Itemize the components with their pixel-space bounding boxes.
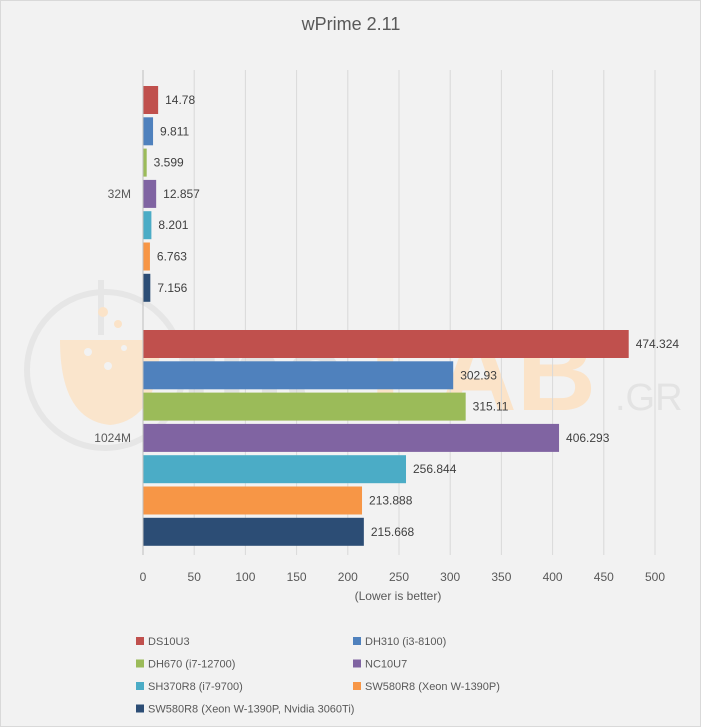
data-label: 7.156 [157,281,187,295]
legend: DS10U3 DH310 (i3-8100) DH670 (i7-12700) NC1… [136,636,500,716]
bar [143,179,157,208]
legend-label: DH670 (i7-12700) [148,659,235,671]
flask-logo-icon [24,280,186,451]
x-tick-label: 450 [594,570,614,584]
legend-swatch [136,637,144,645]
x-tick-label: 100 [235,570,255,584]
bar [143,330,629,358]
bar [143,455,407,484]
data-label: 8.201 [158,218,188,232]
x-tick-label: 500 [645,570,665,584]
legend-swatch [136,704,144,713]
x-tick-label: 250 [389,570,409,584]
data-label: 213.888 [369,494,413,508]
bar [143,86,159,114]
legend-label: NC10U7 [365,659,407,671]
data-label: 14.78 [165,93,195,107]
data-label: 256.844 [413,462,457,476]
bar [143,517,364,546]
data-label: 12.857 [163,187,200,201]
legend-swatch [353,637,361,645]
data-label: 215.668 [371,525,415,539]
bar [143,486,363,515]
legend-label: DS10U3 [148,636,190,648]
x-tick-label: 200 [338,570,358,584]
x-tick-label: 0 [140,570,147,584]
watermark-gr-text: .GR [615,377,683,419]
bar [143,361,454,390]
x-tick-label: 300 [440,570,460,584]
legend-label: DH310 (i3-8100) [365,636,446,648]
x-tick-label: 50 [188,570,202,584]
chart-title: wPrime 2.11 [301,14,401,34]
bar [143,117,154,146]
x-tick-label: 400 [543,570,563,584]
legend-swatch [136,682,144,690]
bar [143,273,151,302]
legend-label: SW580R8 (Xeon W-1390P) [365,681,500,693]
axes: 0 50 100 150 200 250 300 350 400 450 500 32M 1024M [94,70,665,584]
data-label: 302.93 [460,368,497,382]
data-label: 9.811 [160,124,189,138]
legend-label: SH370R8 (i7-9700) [148,681,243,693]
category-label: 32M [108,187,131,201]
legend-swatch [353,659,361,668]
bar [143,392,466,421]
data-label: 474.324 [636,337,680,351]
legend-swatch [353,682,361,690]
legend-swatch [136,659,144,668]
x-tick-label: 350 [491,570,511,584]
data-labels: 14.78 9.811 3.599 12.857 8.201 6.763 7.156 474.… [154,93,680,539]
data-label: 315.11 [473,400,509,414]
bars [143,86,629,546]
bar [143,148,147,177]
bar [143,242,150,271]
data-label: 3.599 [154,156,184,170]
x-tick-label: 150 [287,570,307,584]
data-label: 6.763 [157,250,187,264]
legend-label: SW580R8 (Xeon W-1390P, Nvidia 3060Ti) [148,704,354,716]
bar [143,423,560,452]
data-label: 406.293 [566,431,610,445]
bar [143,211,152,240]
category-label: 1024M [94,431,131,445]
x-axis-title: (Lower is better) [355,589,442,603]
